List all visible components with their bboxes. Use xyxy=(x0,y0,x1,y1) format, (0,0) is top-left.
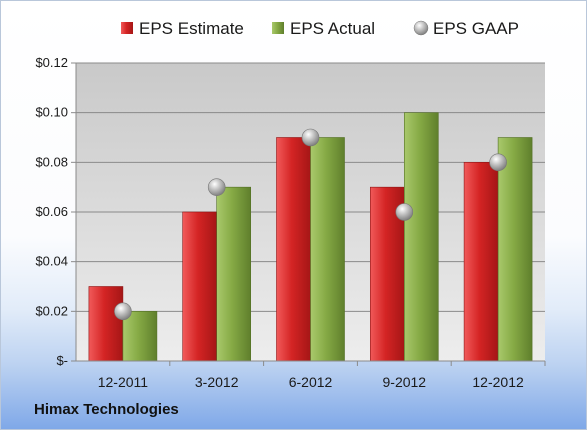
legend-label: EPS Estimate xyxy=(139,19,244,38)
x-tick-label: 6-2012 xyxy=(289,374,333,390)
y-tick-label: $0.04 xyxy=(35,254,68,269)
marker-eps-gaap xyxy=(489,153,507,172)
legend-label: EPS GAAP xyxy=(433,19,519,38)
bar-eps-estimate xyxy=(182,211,217,362)
bar-eps-actual xyxy=(122,311,158,362)
y-tick-label: $- xyxy=(56,353,68,368)
x-tick-label: 12-2011 xyxy=(98,374,149,390)
y-tick-label: $0.10 xyxy=(35,105,68,120)
marker-eps-gaap xyxy=(301,128,320,147)
x-tick-label: 3-2012 xyxy=(195,374,239,390)
bar-eps-actual xyxy=(310,137,345,362)
plot-area: $- $0.02 $0.04 $0.06 $0.08 $0.10 $0.12 12-2011 3… xyxy=(35,55,546,390)
x-tick-label: 9-2012 xyxy=(383,374,427,390)
y-tick-label: $0.06 xyxy=(35,204,68,219)
legend: EPS Estimate EPS Actual EPS GAAP xyxy=(121,19,519,38)
marker-eps-gaap xyxy=(395,203,414,221)
legend-swatch xyxy=(272,22,284,34)
marker-eps-gaap xyxy=(207,178,226,196)
bar-eps-actual xyxy=(216,186,251,362)
y-tick-label: $0.08 xyxy=(35,154,68,169)
bar-eps-estimate xyxy=(276,137,311,362)
bar-eps-estimate xyxy=(88,286,124,362)
bar-eps-actual xyxy=(403,112,439,362)
bar-eps-estimate xyxy=(463,162,499,362)
legend-swatch xyxy=(121,22,133,34)
y-tick-label: $0.12 xyxy=(35,55,68,70)
company-name: Himax Technologies xyxy=(34,401,179,418)
bar-eps-actual xyxy=(497,137,533,362)
marker-eps-gaap xyxy=(114,302,132,321)
y-tick-label: $0.02 xyxy=(35,303,68,318)
x-tick-label: 12-2012 xyxy=(472,374,524,390)
legend-label: EPS Actual xyxy=(290,19,375,38)
legend-swatch xyxy=(413,20,429,36)
